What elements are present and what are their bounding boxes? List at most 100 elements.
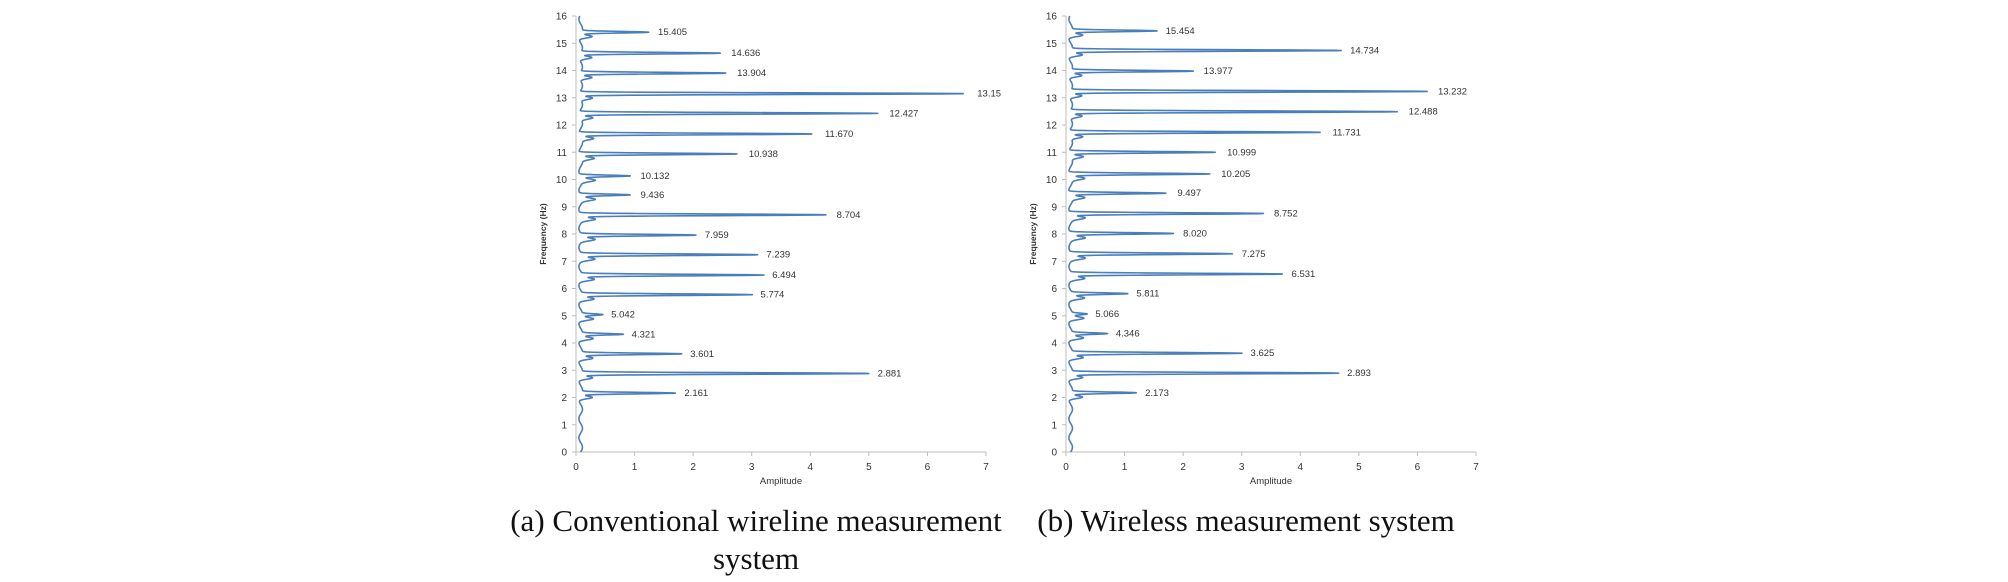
y-tick-label: 9	[561, 202, 567, 213]
peak-label-10.205: 10.205	[1221, 169, 1250, 180]
x-tick-label: 1	[1122, 462, 1128, 473]
x-tick-label: 3	[749, 462, 755, 473]
y-tick-label: 3	[1051, 366, 1057, 377]
y-tick-label: 16	[556, 12, 568, 23]
y-tick-label: 14	[556, 66, 568, 77]
y-tick-label: 8	[1051, 230, 1057, 241]
y-tick-label: 5	[1051, 311, 1057, 322]
peak-label-2.881: 2.881	[878, 368, 902, 379]
x-tick-label: 4	[1298, 462, 1304, 473]
y-tick-label: 1	[561, 420, 567, 431]
y-tick-label: 7	[561, 257, 567, 268]
y-tick-label: 8	[561, 230, 567, 241]
peak-label-15.454: 15.454	[1166, 26, 1195, 37]
peak-label-5.811: 5.811	[1136, 289, 1159, 300]
peak-label-8.704: 8.704	[837, 210, 861, 221]
y-tick-label: 2	[561, 393, 567, 404]
peak-label-10.938: 10.938	[749, 149, 778, 160]
peak-label-5.774: 5.774	[761, 290, 785, 301]
peak-label-12.427: 12.427	[889, 108, 918, 119]
y-tick-label: 16	[1046, 12, 1058, 23]
x-tick-label: 0	[573, 462, 579, 473]
peak-label-7.239: 7.239	[766, 250, 790, 261]
peak-label-10.999: 10.999	[1227, 147, 1256, 158]
y-tick-label: 0	[1051, 448, 1057, 459]
spectrum-line	[1068, 15, 1428, 453]
x-axis-label: Amplitude	[1250, 476, 1292, 487]
caption-a: (a) Conventional wireline measurement sy…	[510, 503, 1002, 576]
x-tick-label: 5	[866, 462, 872, 473]
y-tick-label: 9	[1051, 202, 1057, 213]
x-tick-label: 2	[690, 462, 696, 473]
peak-label-8.752: 8.752	[1274, 209, 1298, 220]
peak-label-2.893: 2.893	[1347, 368, 1371, 379]
y-tick-label: 0	[561, 448, 567, 459]
spectrum-line	[578, 15, 964, 453]
x-tick-label: 7	[983, 462, 989, 473]
peak-label-15.405: 15.405	[658, 27, 687, 38]
y-tick-label: 12	[1046, 121, 1058, 132]
caption-b: (b) Wireless measurement system	[1037, 503, 1455, 538]
peak-label-11.670: 11.670	[825, 129, 853, 140]
x-tick-label: 1	[632, 462, 638, 473]
x-tick-label: 0	[1063, 462, 1069, 473]
peak-label-2.161: 2.161	[684, 388, 708, 399]
peak-label-6.531: 6.531	[1292, 269, 1316, 280]
peak-labels: 2.161 2.881 3.601 4.321 5.042 5.774 6.494 7.239…	[601, 27, 1001, 399]
peak-label-9.497: 9.497	[1177, 188, 1201, 199]
peak-label-11.731: 11.731	[1333, 127, 1361, 138]
peak-label-8.020: 8.020	[1183, 228, 1207, 239]
peak-label-13.232: 13.232	[1438, 86, 1467, 97]
peak-label-4.321: 4.321	[632, 329, 656, 340]
x-tick-label: 3	[1239, 462, 1245, 473]
y-tick-label: 11	[557, 148, 568, 159]
y-tick-label: 6	[561, 284, 567, 295]
y-tick-label: 15	[556, 39, 568, 50]
peak-label-13.15: 13.15	[977, 89, 1001, 100]
y-tick-label: 3	[561, 366, 567, 377]
x-tick-label: 2	[1180, 462, 1186, 473]
y-axis-label: Frequency (Hz)	[538, 203, 548, 265]
peak-label-4.346: 4.346	[1116, 329, 1140, 340]
peak-label-7.959: 7.959	[705, 230, 729, 241]
y-tick-label: 7	[1051, 257, 1057, 268]
peak-label-10.132: 10.132	[640, 171, 669, 182]
peak-label-7.275: 7.275	[1242, 249, 1266, 260]
y-tick-label: 10	[556, 175, 568, 186]
peak-label-14.734: 14.734	[1350, 45, 1379, 56]
x-tick-label: 7	[1473, 462, 1479, 473]
x-tick-label: 4	[808, 462, 814, 473]
y-tick-label: 4	[1051, 339, 1057, 350]
peak-label-5.042: 5.042	[611, 310, 635, 321]
peak-labels: 2.173 2.893 3.625 4.346 5.066 5.811 6.531 7.275…	[1085, 26, 1467, 399]
y-tick-label: 14	[1046, 66, 1058, 77]
y-tick-label: 13	[1046, 93, 1058, 104]
x-tick-label: 5	[1356, 462, 1362, 473]
y-tick-label: 1	[1051, 420, 1057, 431]
peak-label-5.066: 5.066	[1095, 309, 1119, 320]
y-tick-label: 15	[1046, 39, 1058, 50]
peak-label-13.977: 13.977	[1204, 66, 1233, 77]
y-tick-label: 6	[1051, 284, 1057, 295]
peak-label-6.494: 6.494	[772, 270, 796, 281]
peak-label-3.601: 3.601	[690, 349, 714, 360]
x-tick-label: 6	[925, 462, 931, 473]
y-tick-label: 10	[1046, 175, 1058, 186]
peak-label-9.436: 9.436	[640, 190, 664, 201]
y-tick-label: 11	[1047, 148, 1058, 159]
y-tick-label: 2	[1051, 393, 1057, 404]
x-axis-label: Amplitude	[760, 476, 802, 487]
y-tick-label: 12	[556, 121, 568, 132]
peak-label-13.904: 13.904	[737, 68, 766, 79]
peak-label-2.173: 2.173	[1145, 388, 1169, 399]
peak-label-14.636: 14.636	[731, 48, 760, 59]
y-tick-label: 5	[561, 311, 567, 322]
y-tick-label: 4	[561, 339, 567, 350]
x-tick-label: 6	[1415, 462, 1421, 473]
peak-label-12.488: 12.488	[1409, 107, 1438, 118]
peak-label-3.625: 3.625	[1251, 348, 1275, 359]
